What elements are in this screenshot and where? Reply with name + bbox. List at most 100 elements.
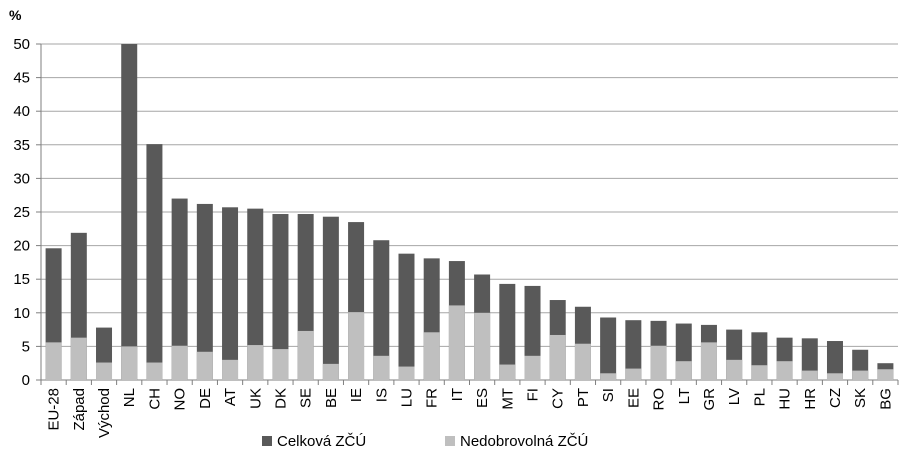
x-category-label: Východ [96, 388, 113, 438]
bar-involuntary-de [196, 351, 213, 380]
x-category-label: EE [625, 388, 642, 408]
bar-total-at [222, 207, 239, 380]
gridlines [41, 43, 898, 347]
bar-involuntary-mt [499, 364, 516, 380]
bar-total-ch [146, 144, 163, 380]
x-category-label: DK [272, 388, 289, 409]
bar-total-hr [801, 338, 818, 380]
bar-involuntary-pt [574, 343, 591, 380]
x-category-label: BE [323, 388, 340, 408]
bar-involuntary-sk [852, 370, 869, 380]
bar-involuntary-se [297, 330, 314, 380]
y-tick-label: 10 [13, 305, 30, 322]
x-category-label: BG [877, 388, 894, 410]
bar-involuntary-pl [751, 365, 768, 380]
x-category-label: RO [651, 388, 668, 411]
x-category-label: SE [298, 388, 315, 408]
x-category-label: CZ [827, 388, 844, 408]
bar-involuntary-z-pad [70, 337, 87, 380]
bar-total-nl [121, 44, 138, 380]
x-category-label: SI [600, 388, 617, 402]
x-category-label: LU [398, 388, 415, 407]
x-category-label: AT [222, 388, 239, 406]
x-category-label: IE [348, 388, 365, 402]
bar-involuntary-dk [272, 349, 289, 380]
x-category-label: PT [575, 388, 592, 407]
bar-total-lu [398, 253, 415, 380]
bar-involuntary-lt [675, 361, 692, 380]
x-category-label: NL [121, 388, 138, 407]
x-category-label: FI [525, 388, 542, 401]
bar-involuntary-no [171, 345, 188, 380]
bar-involuntary-be [322, 363, 339, 380]
y-tick-label: 35 [13, 137, 30, 154]
bar-total-si [600, 317, 617, 380]
x-category-label: Západ [71, 388, 88, 431]
x-category-label: PL [751, 388, 768, 406]
bar-involuntary-ie [348, 312, 365, 380]
x-category-label: FR [424, 388, 441, 408]
x-category-label: IT [449, 388, 466, 401]
y-tick-label: 50 [13, 36, 30, 53]
x-category-label: LT [676, 388, 693, 404]
bar-total-cz [826, 341, 843, 380]
bar-total-no [171, 198, 188, 380]
legend-swatch-celkova [262, 436, 272, 446]
bar-involuntary-lu [398, 366, 415, 380]
y-tick-label: 0 [22, 372, 30, 389]
bar-involuntary-nl [121, 346, 138, 380]
bar-involuntary-v-chod [96, 362, 113, 380]
axes: 0 5 10 15 20 25 30 35 40 45 50 [13, 36, 899, 389]
bar-involuntary-gr [700, 342, 717, 380]
x-category-label: GR [701, 388, 718, 411]
y-tick-label: 25 [13, 204, 30, 221]
bar-involuntary-cz [826, 373, 843, 380]
y-tick-label: 40 [13, 103, 30, 120]
legend: Celková ZČÚ Nedobrovolná ZČÚ [262, 433, 588, 450]
x-category-label: SK [852, 388, 869, 408]
bar-involuntary-fi [524, 355, 541, 380]
bar-total-be [322, 216, 339, 380]
y-tick-label: 15 [13, 271, 30, 288]
bar-total-is [373, 240, 390, 380]
bar-involuntary-hu [776, 361, 793, 380]
x-category-label: DE [197, 388, 214, 409]
x-category-label: MT [499, 388, 516, 410]
y-tick-label: 20 [13, 238, 30, 255]
bar-involuntary-es [474, 312, 491, 380]
x-category-label: IS [373, 388, 390, 402]
y-tick-label: 5 [22, 338, 30, 355]
legend-swatch-nedobrovolna [445, 436, 455, 446]
x-category-label: CH [146, 388, 163, 410]
bar-total-ee [625, 320, 642, 380]
bar-involuntary-hr [801, 370, 818, 380]
bar-involuntary-cy [549, 334, 566, 380]
x-category-label: NO [172, 388, 189, 411]
x-category-label: HU [777, 388, 794, 410]
bar-involuntary-it [448, 305, 465, 380]
bar-involuntary-bg [877, 369, 894, 380]
bars [45, 44, 894, 380]
legend-label-nedobrovolna: Nedobrovolná ZČÚ [460, 433, 588, 450]
bar-involuntary-lv [726, 359, 743, 380]
bar-involuntary-ro [650, 345, 667, 380]
y-unit-label: % [9, 7, 22, 23]
bar-involuntary-at [222, 359, 239, 380]
x-category-label: HR [802, 388, 819, 410]
bar-total-uk [247, 208, 264, 380]
x-category-label: EU-28 [46, 388, 63, 431]
bar-involuntary-ee [625, 368, 642, 380]
bar-involuntary-si [600, 373, 617, 380]
y-tick-label: 45 [13, 70, 30, 87]
y-tick-label: 30 [13, 170, 30, 187]
bar-involuntary-uk [247, 345, 264, 380]
bar-involuntary-eu-28 [45, 342, 62, 380]
legend-label-celkova: Celková ZČÚ [277, 433, 366, 450]
x-category-label: UK [247, 388, 264, 409]
bar-involuntary-fr [423, 332, 440, 380]
bar-total-dk [272, 214, 289, 380]
x-category-label: LV [726, 388, 743, 405]
category-labels: EU-28 Západ Východ NL CH NO DE AT UK DK SE BE IE IS LU… [46, 388, 895, 438]
